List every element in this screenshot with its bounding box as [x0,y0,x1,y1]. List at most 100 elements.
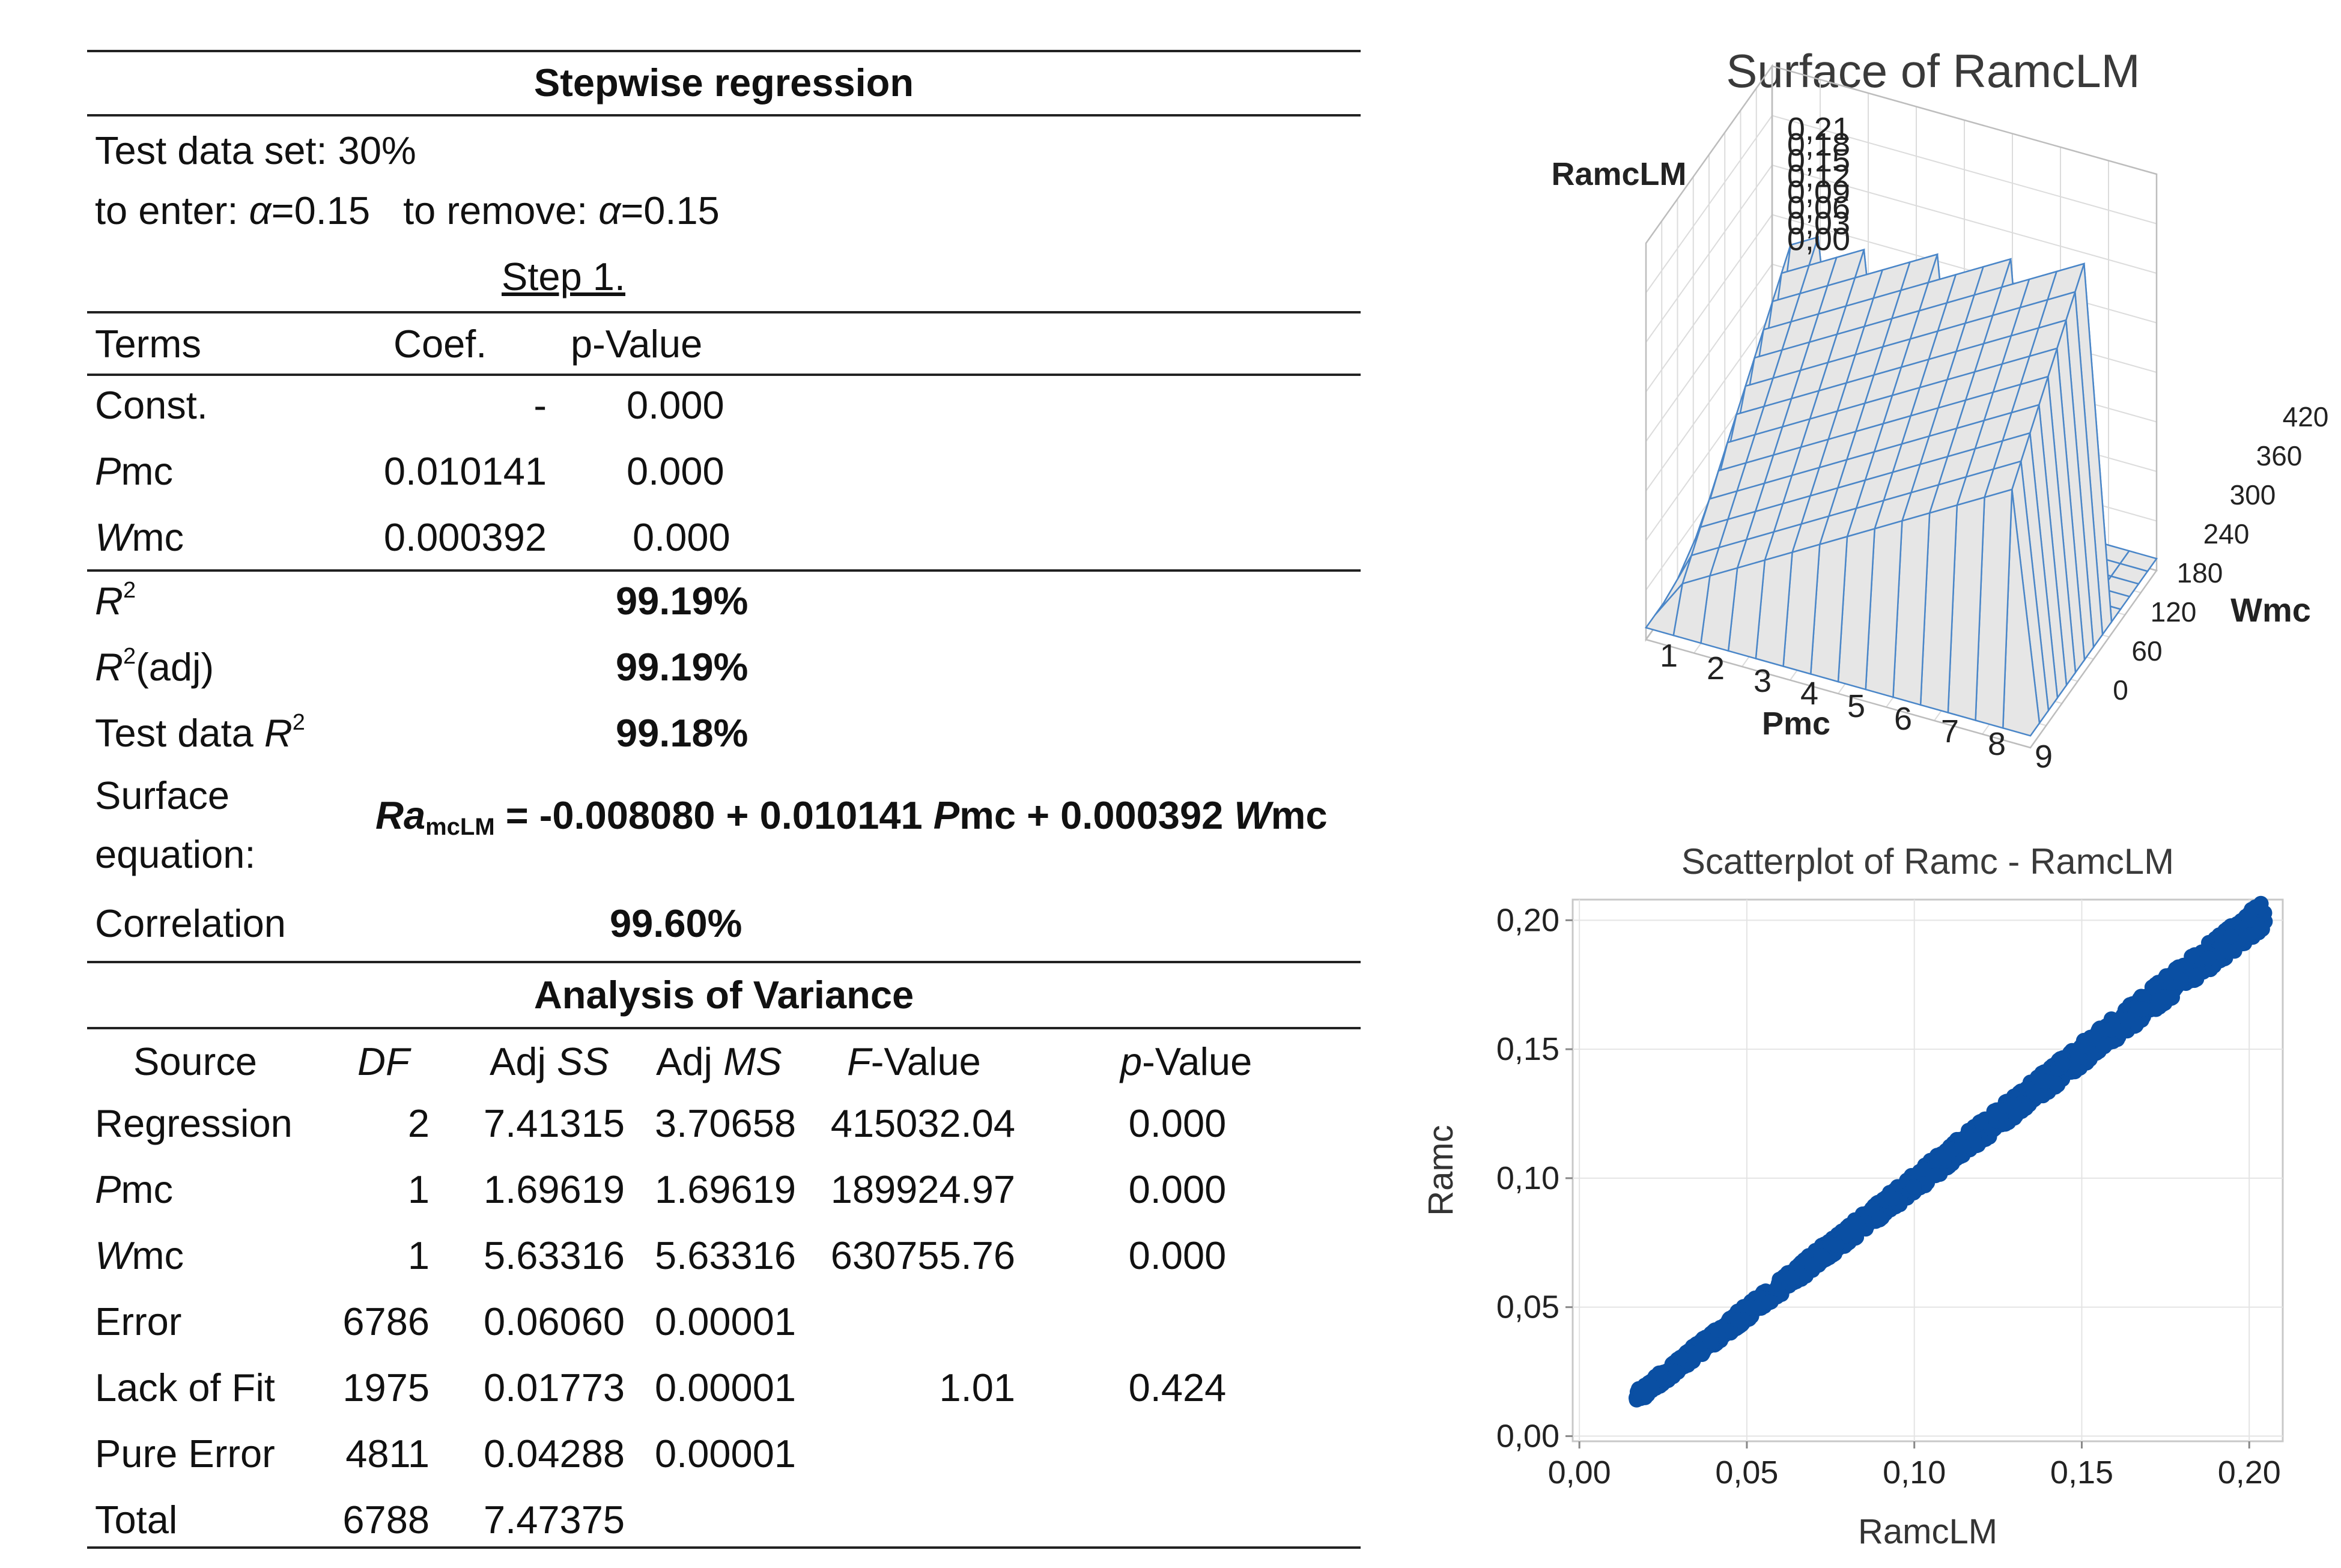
x-tick-label: 0,00 [1548,1454,1611,1491]
anova-cell-f: 1.01 [939,1366,1015,1409]
scatter-point [1905,1179,1922,1195]
anova-cell-df: 1975 [342,1366,430,1409]
term-pvalue: 0.000 [633,515,730,559]
r2adj-value: 99.19% [616,645,748,689]
z-tick-label: 0,21 [1787,111,1850,147]
alpha-line: to enter: α=0.15 to remove: α=0.15 [95,189,720,232]
scatter-point [2223,928,2239,945]
surface-title: Surface of RamcLM [1726,44,2140,97]
test-set-label: Test data set: 30% [95,129,416,172]
term-coef: - [533,383,547,427]
rule [87,374,1361,376]
rule [87,311,1361,313]
y-tick-label: 420 [2283,401,2329,432]
anova-cell-df: 6788 [342,1498,430,1542]
scatter-point [2104,1022,2119,1038]
step-label: Step 1. [502,255,625,298]
surface-label: equation: [95,832,256,876]
r2-value: 99.19% [616,579,748,623]
anova-source: Regression [95,1101,293,1145]
rule [87,50,1361,52]
x-tick-label: 0,20 [2218,1454,2281,1491]
anova-title: Analysis of Variance [533,973,914,1017]
term-coef: 0.010141 [383,449,547,493]
y-tick-label: 0 [2113,674,2128,706]
pvalue-header: p-Value [1120,1040,1252,1083]
anova-cell-ms: 0.00001 [655,1300,796,1343]
anova-cell-ms: 5.63316 [655,1234,796,1277]
scatter-title: Scatterplot of Ramc - RamcLM [1681,841,2174,882]
stepwise-title: Stepwise regression [533,61,914,104]
grid-line [1772,115,2157,225]
x-tick-label: 4 [1800,676,1818,712]
anova-cell-ms: 3.70658 [655,1101,796,1145]
anova-source: Total [95,1498,178,1542]
anova-cell-df: 2 [407,1101,430,1145]
z-tick-label: 0,18 [1787,127,1850,163]
scatter-point [1784,1270,1800,1286]
scatter-point [1973,1113,1989,1130]
anova-cell-df: 6786 [342,1300,430,1343]
term-name: Const. [95,383,208,427]
scatter-point [1966,1132,1982,1148]
scatter-point [1871,1211,1887,1227]
anova-cell-ms: 0.00001 [655,1432,796,1476]
rule [87,1546,1361,1549]
z-tick-label: 0,15 [1787,142,1850,178]
scatter-point [1884,1191,1900,1207]
anova-cell-f: 415032.04 [830,1101,1015,1145]
term-name: Pmc [95,449,174,493]
scatter-point [1828,1237,1844,1253]
surface-equation: RamcLM = -0.008080 + 0.010141 Pmc + 0.00… [375,793,1328,840]
grid-line [1772,165,2157,274]
scatter-point [2119,1012,2136,1028]
anova-cell-ss: 0.04288 [484,1432,625,1476]
anova-source: Lack of Fit [95,1366,275,1409]
fvalue-header: F-Value [847,1040,981,1083]
y-tick-label: 180 [2177,557,2223,589]
scatter-plot: Scatterplot of Ramc - RamcLM 0,00 0,05 0,10… [1421,841,2284,1551]
term-pvalue: 0.000 [627,449,724,493]
anova-source: Error [95,1300,182,1343]
grid-line [1645,115,1773,294]
anova-cell-p: 0.000 [1128,1234,1227,1277]
scatter-point [2168,961,2184,977]
x-tick-label: 8 [1988,726,2006,762]
x-axis-label: Pmc [1762,706,1830,742]
scatter-point [2085,1031,2101,1047]
anova-cell-ss: 7.47375 [484,1498,625,1542]
rule [87,961,1361,963]
y-axis-label: Wmc [2230,591,2311,629]
scatter-point [1672,1349,1689,1366]
scatter-point [1721,1323,1737,1339]
y-tick-label: 360 [2256,440,2303,471]
scatter-point [2070,1049,2086,1065]
scatter-point [1936,1150,1952,1166]
scatter-point [2150,996,2166,1012]
anova-cell-f: 189924.97 [830,1167,1015,1211]
x-tick-label: 7 [1941,713,1959,749]
anova-cell-p: 0.000 [1128,1167,1227,1211]
scatter-point [1813,1248,1829,1264]
x-tick-label: 9 [2035,739,2053,775]
surface-cell [1644,581,1684,637]
scatter-grid [1573,900,2283,1441]
y-tick-label: 240 [2203,518,2250,549]
grid-line [1772,214,2157,324]
scatter-point [1668,1364,1684,1380]
y-tick-label: 60 [2131,635,2162,667]
anova-cell-df: 1 [407,1234,430,1277]
correlation-label: Correlation [95,901,286,945]
anova-cell-ms: 1.69619 [655,1167,796,1211]
anova-source: Pmc [95,1167,174,1211]
scatter-point [1636,1384,1652,1400]
adjms-header: Adj MS [656,1040,782,1083]
rule [87,1027,1361,1029]
scatter-point [2236,928,2252,944]
correlation-value: 99.60% [610,901,742,945]
rule [87,569,1361,572]
anova-cell-ss: 7.41315 [484,1101,625,1145]
r2adj-label: R2(adj) [95,644,214,689]
grid-line [1645,214,1773,393]
y-tick-label: 0,05 [1496,1289,1559,1325]
